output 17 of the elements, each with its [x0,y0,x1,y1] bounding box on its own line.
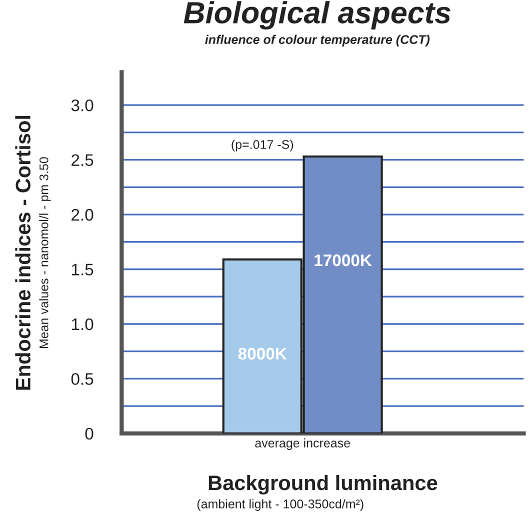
y-tick-label: 0 [85,428,94,440]
chart-subtitle: influence of colour temperature (CCT) [205,34,430,46]
y-tick-label: 0.5 [71,373,94,385]
text: (ambient light - 100-350cd/m²) [197,499,364,511]
series-label: 8000K [238,348,287,360]
y-tick-label: 2.5 [72,154,94,166]
series-label: 17000K [314,254,372,266]
chart-title: Biological aspects [184,1,451,30]
x-axis-title: Background luminance [208,474,438,494]
y-tick-label: 1.5 [72,264,94,276]
y-tick-label: 2.0 [72,208,94,221]
y-axis-title: Endocrine indices - Cortisol [15,116,30,390]
text: Mean values - nanomol/l - pm 3.50 [39,157,51,348]
x-tick-label: average increase [255,438,350,450]
y-tick-label: 3.0 [71,99,94,112]
y-tick-label: 1.0 [72,318,94,330]
annotation: (p=.017 -S) [232,140,294,152]
